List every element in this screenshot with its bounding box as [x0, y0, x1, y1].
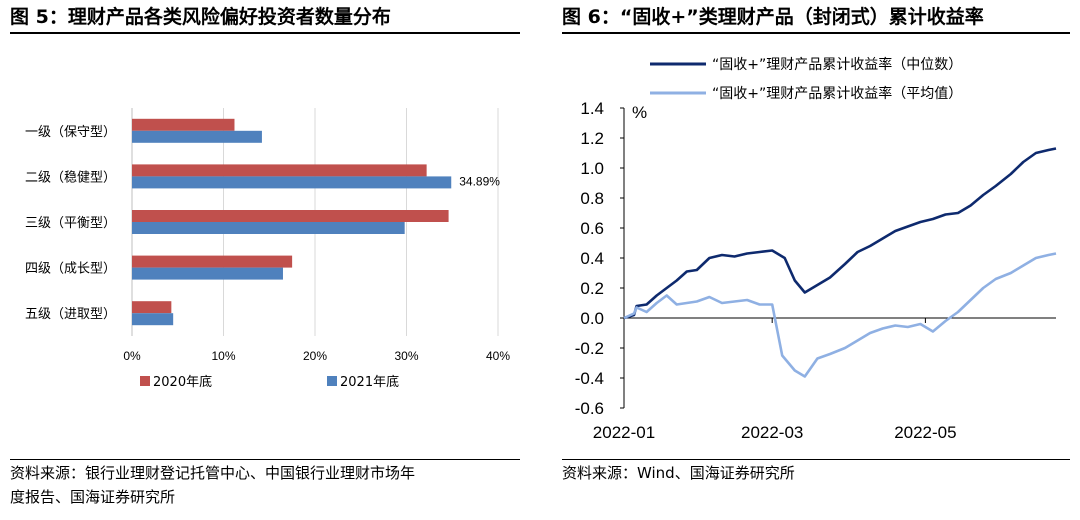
- line-x-tick-label: 2022-03: [741, 423, 803, 442]
- line-chart: 1.4 1.2 1.0 0.8 0.6 0.4 0.2 0.0 -0.2 -0.4 -0.6% 202…: [575, 56, 1057, 442]
- bar-category-label: 三级（平衡型）: [25, 216, 116, 231]
- bar-legend-swatch: [140, 376, 150, 386]
- bar-2021: [132, 222, 405, 234]
- bar-2021: [132, 130, 262, 143]
- right-title-rule: [562, 32, 1070, 34]
- left-source-rule: [10, 459, 520, 460]
- right-chart-title: 图 6：“固收+”类理财产品（封闭式）累计收益率: [562, 6, 984, 28]
- line-y-tick-label: 0.0: [580, 309, 604, 328]
- left-source-line2: 度报告、国海证券研究所: [10, 488, 176, 506]
- line-y-tick-label: 0.6: [580, 219, 604, 238]
- mean-series-line: [623, 252, 1057, 378]
- bar-2020: [132, 301, 172, 314]
- line-x-tick-label: 2022-05: [894, 423, 956, 442]
- line-y-tick-label: 0.8: [580, 189, 604, 208]
- bar-legend-swatch: [327, 376, 337, 386]
- right-source: 资料来源：Wind、国海证券研究所: [562, 464, 795, 482]
- bar-2021: [132, 267, 283, 280]
- left-chart-title: 图 5：理财产品各类风险偏好投资者数量分布: [10, 6, 391, 28]
- line-y-tick-label: 1.4: [580, 99, 604, 118]
- bar-2020: [132, 255, 293, 268]
- bar-x-tick-label: 10%: [211, 349, 235, 363]
- bar-category-label: 二级（稳健型）: [25, 169, 116, 185]
- line-y-tick-label: 1.2: [580, 129, 604, 148]
- bar-chart: 0% 10% 20% 30% 40% 一级（保守型） 二级（稳健型） 三级（平衡型） 四级（成长…: [25, 108, 510, 390]
- bar-2021: [132, 176, 452, 189]
- bar-legend-label: 2020年底: [153, 374, 212, 390]
- bar-x-tick-label: 0%: [123, 349, 141, 363]
- left-source-line1: 资料来源：银行业理财登记托管中心、中国银行业理财市场年: [10, 464, 416, 482]
- line-legend-label: “固收+”理财产品累计收益率（中位数）: [712, 56, 962, 73]
- line-x-tick-label: 2022-01: [593, 423, 655, 442]
- bar-legend-label: 2021年底: [340, 374, 399, 390]
- bar-x-tick-label: 40%: [486, 349, 510, 363]
- bar-category-label: 五级（进取型）: [25, 307, 116, 322]
- bar-x-tick-label: 30%: [394, 349, 418, 363]
- median-series-line: [623, 147, 1057, 320]
- line-y-tick-label: -0.6: [575, 399, 604, 418]
- bar-2020: [132, 164, 427, 177]
- bar-x-tick-label: 20%: [303, 349, 327, 363]
- line-y-unit: %: [632, 103, 647, 122]
- line-legend-label: “固收+”理财产品累计收益率（平均值）: [712, 85, 962, 102]
- bar-category-label: 一级（保守型）: [25, 125, 116, 140]
- left-title-rule: [10, 32, 520, 34]
- bar-2021: [132, 313, 174, 326]
- bar-2020: [132, 210, 449, 222]
- line-y-tick-label: -0.4: [575, 369, 604, 388]
- line-y-tick-label: 1.0: [580, 159, 604, 178]
- right-source-rule: [562, 459, 1070, 460]
- line-y-tick-label: 0.4: [580, 249, 604, 268]
- line-y-tick-label: -0.2: [575, 339, 604, 358]
- bar-data-label: 34.89%: [459, 174, 500, 188]
- bar-2020: [132, 118, 235, 131]
- line-y-tick-label: 0.2: [580, 279, 604, 298]
- bar-category-label: 四级（成长型）: [25, 262, 116, 277]
